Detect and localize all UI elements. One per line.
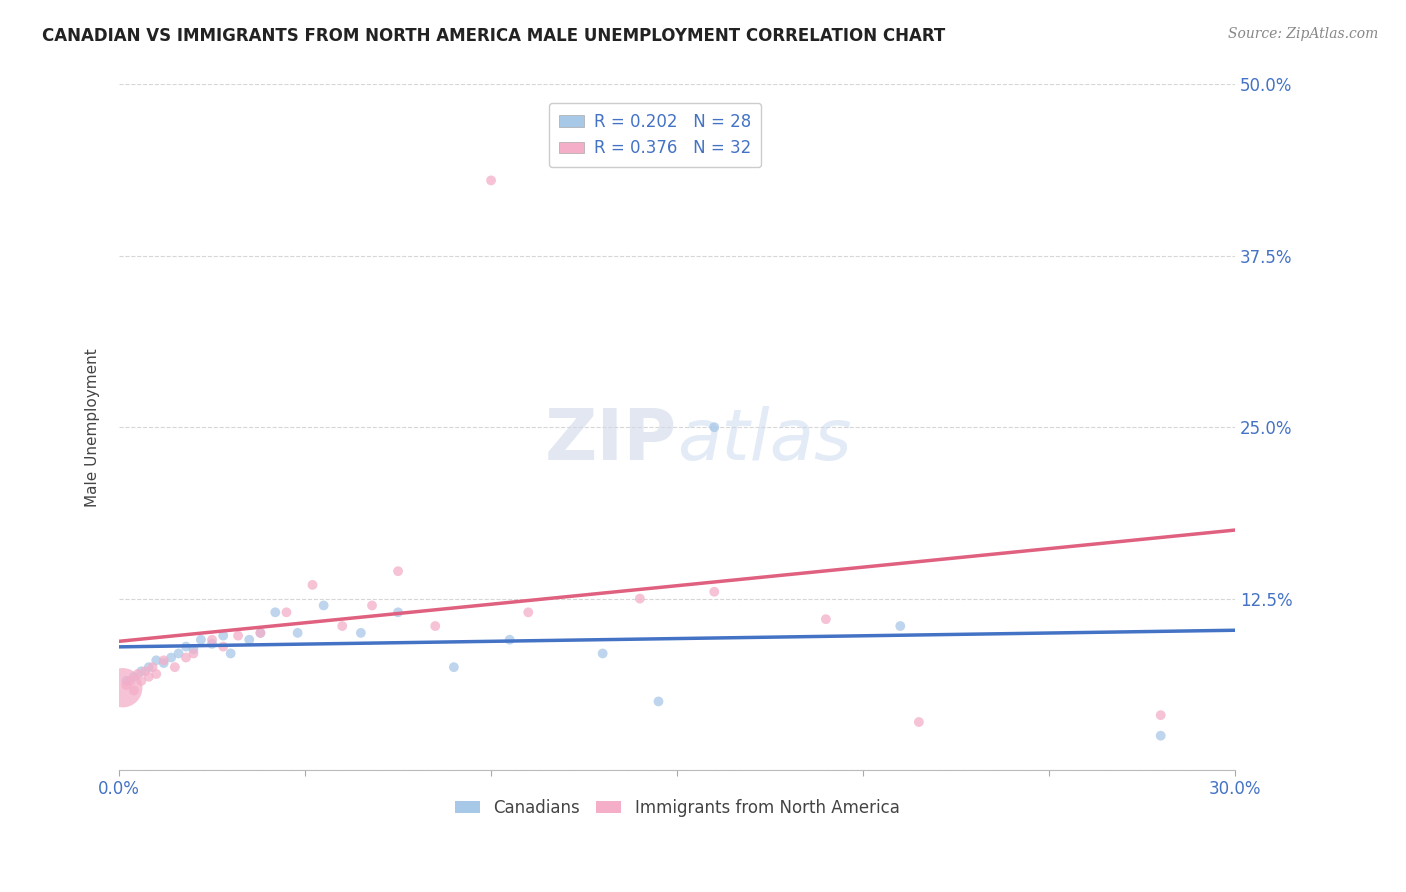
Text: atlas: atlas	[678, 407, 852, 475]
Legend: Canadians, Immigrants from North America: Canadians, Immigrants from North America	[449, 792, 907, 823]
Point	[572, 146, 595, 161]
Point	[703, 584, 725, 599]
Point	[141, 660, 163, 674]
Point	[138, 660, 160, 674]
Point	[115, 678, 138, 692]
Point	[127, 667, 149, 681]
Point	[908, 714, 931, 729]
Point	[174, 640, 197, 654]
Point	[517, 605, 540, 619]
Point	[264, 605, 287, 619]
Point	[152, 656, 174, 670]
Point	[212, 640, 235, 654]
Point	[361, 599, 384, 613]
Point	[287, 626, 309, 640]
Point	[167, 647, 190, 661]
Point	[889, 619, 911, 633]
Point	[387, 564, 409, 578]
Point	[138, 670, 160, 684]
Point	[212, 629, 235, 643]
Point	[134, 665, 156, 679]
Point	[249, 626, 271, 640]
Point	[249, 626, 271, 640]
Point	[190, 632, 212, 647]
Point	[219, 647, 242, 661]
Point	[301, 578, 323, 592]
Point	[160, 650, 183, 665]
Point	[131, 673, 153, 688]
Point	[647, 694, 669, 708]
Point	[814, 612, 837, 626]
Point	[145, 667, 167, 681]
Point	[330, 619, 353, 633]
Point	[183, 642, 205, 657]
Point	[443, 660, 465, 674]
Point	[115, 673, 138, 688]
Point	[350, 626, 373, 640]
Point	[122, 683, 145, 698]
Point	[111, 681, 134, 695]
Point	[145, 653, 167, 667]
Point	[387, 605, 409, 619]
Point	[1150, 729, 1173, 743]
Point	[131, 665, 153, 679]
Point	[479, 173, 502, 187]
Point	[122, 670, 145, 684]
Point	[276, 605, 298, 619]
Point	[628, 591, 651, 606]
Point	[174, 650, 197, 665]
Point	[425, 619, 447, 633]
Point	[1150, 708, 1173, 723]
Point	[183, 647, 205, 661]
Point	[498, 632, 520, 647]
Text: ZIP: ZIP	[544, 407, 678, 475]
Point	[152, 653, 174, 667]
Text: CANADIAN VS IMMIGRANTS FROM NORTH AMERICA MALE UNEMPLOYMENT CORRELATION CHART: CANADIAN VS IMMIGRANTS FROM NORTH AMERIC…	[42, 27, 945, 45]
Point	[226, 629, 249, 643]
Y-axis label: Male Unemployment: Male Unemployment	[86, 348, 100, 507]
Point	[163, 660, 186, 674]
Text: Source: ZipAtlas.com: Source: ZipAtlas.com	[1227, 27, 1378, 41]
Point	[592, 647, 614, 661]
Point	[120, 673, 142, 688]
Point	[201, 632, 224, 647]
Point	[312, 599, 335, 613]
Point	[201, 637, 224, 651]
Point	[238, 632, 260, 647]
Point	[703, 420, 725, 434]
